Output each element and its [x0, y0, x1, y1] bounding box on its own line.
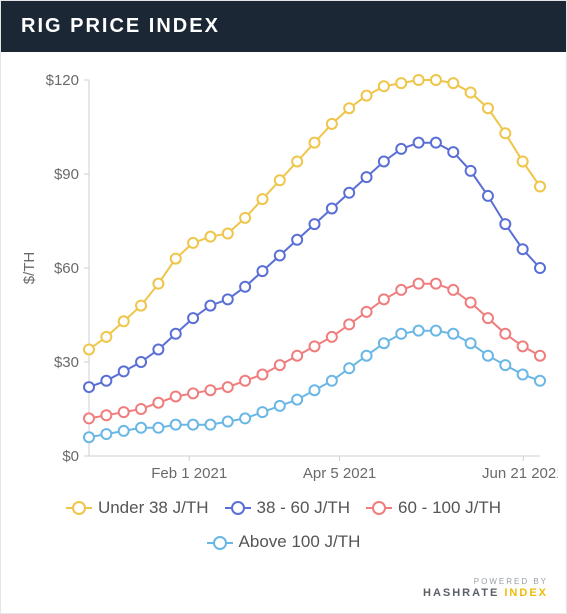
svg-text:$/TH: $/TH — [21, 252, 38, 285]
brand-index: INDEX — [504, 587, 548, 599]
legend: Under 38 J/TH 38 - 60 J/TH 60 - 100 J/TH Ab… — [1, 492, 566, 571]
legend-swatch — [207, 536, 233, 550]
svg-text:Jun 21 2021: Jun 21 2021 — [482, 465, 558, 482]
footer: POWERED BY HASHRATE INDEX — [1, 571, 566, 613]
svg-text:Apr 5 2021: Apr 5 2021 — [303, 465, 376, 482]
svg-text:Feb 1 2021: Feb 1 2021 — [151, 465, 227, 482]
legend-swatch — [366, 501, 392, 515]
legend-item: 60 - 100 J/TH — [366, 492, 501, 524]
legend-label: 38 - 60 J/TH — [257, 492, 351, 524]
legend-label: 60 - 100 J/TH — [398, 492, 501, 524]
svg-text:$30: $30 — [54, 354, 79, 371]
chart-area: $0 $30 $60 $90 $120 Feb 1 2021 Apr 5 2021 Jun 2… — [1, 52, 566, 492]
svg-text:$0: $0 — [62, 448, 79, 465]
svg-text:$60: $60 — [54, 260, 79, 277]
powered-by-label: POWERED BY — [474, 577, 548, 586]
legend-label: Above 100 J/TH — [239, 526, 361, 558]
rig-price-card: RIG PRICE INDEX $0 $30 $60 $90 $120 Feb 1 202… — [0, 0, 567, 614]
svg-text:$90: $90 — [54, 166, 79, 183]
legend-label: Under 38 J/TH — [98, 492, 209, 524]
legend-item: Above 100 J/TH — [207, 526, 361, 558]
svg-text:$120: $120 — [46, 72, 79, 89]
legend-item: 38 - 60 J/TH — [225, 492, 351, 524]
card-header: RIG PRICE INDEX — [1, 1, 566, 52]
legend-swatch — [66, 501, 92, 515]
legend-swatch — [225, 501, 251, 515]
legend-item: Under 38 J/TH — [66, 492, 209, 524]
line-chart: $0 $30 $60 $90 $120 Feb 1 2021 Apr 5 2021 Jun 2… — [11, 62, 558, 492]
brand-hashrate: HASHRATE — [423, 587, 499, 599]
card-title: RIG PRICE INDEX — [21, 15, 220, 37]
